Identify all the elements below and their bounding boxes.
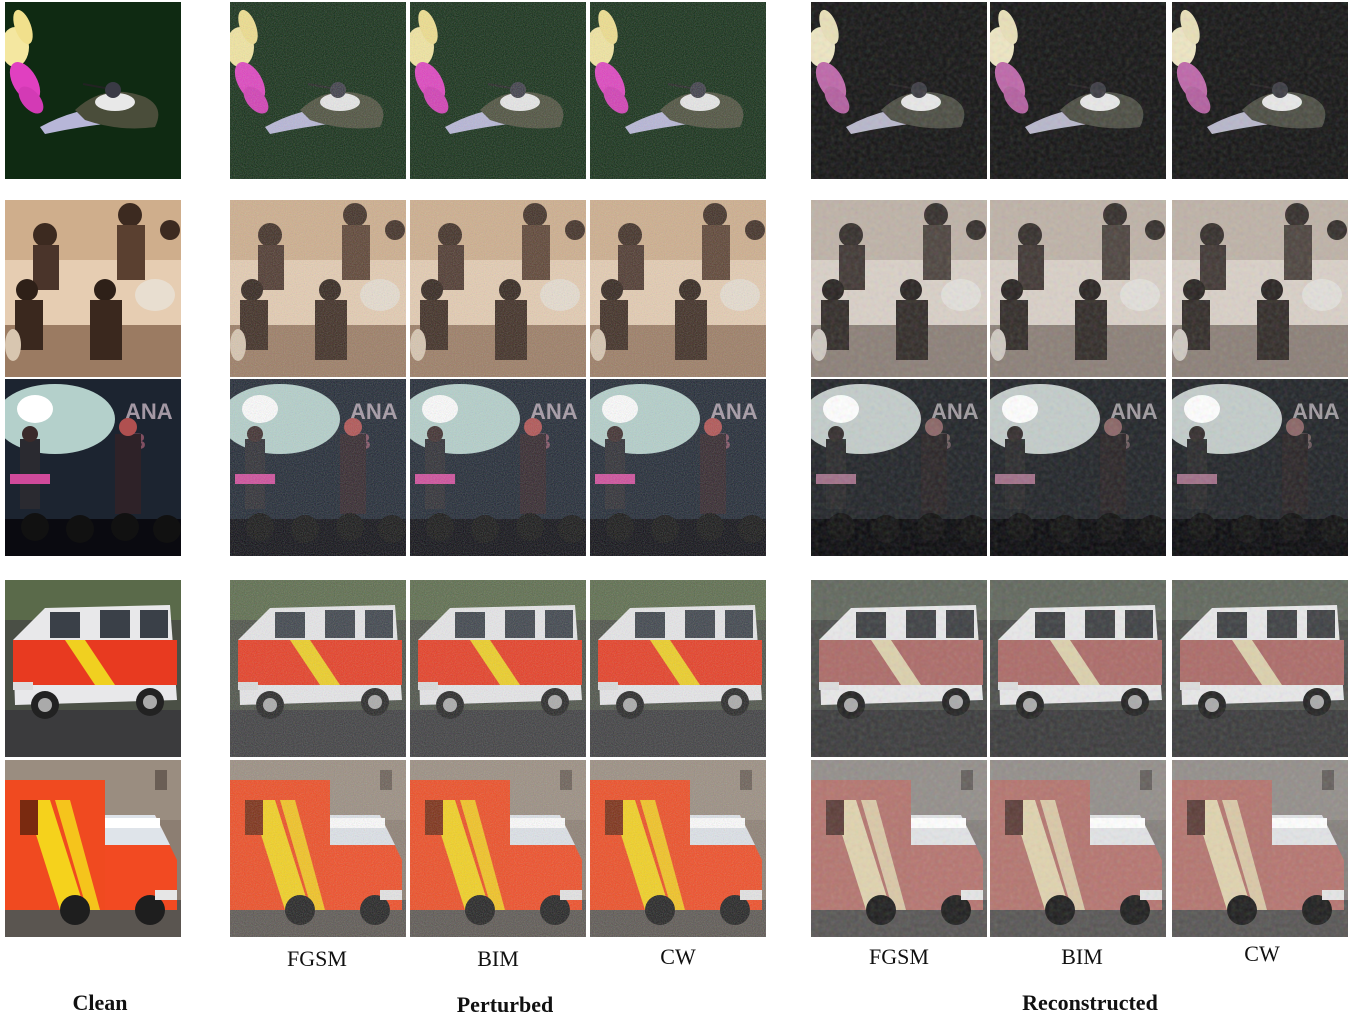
band-photo-icon: [5, 200, 181, 377]
image-reconstructed-cw-row-4: [1172, 580, 1348, 757]
image-reconstructed-bim-row-4: [990, 580, 1166, 757]
image-reconstructed-fgsm-row-5: [811, 760, 987, 937]
image-reconstructed-fgsm-row-4: [811, 580, 987, 757]
concert-stage-icon: ANA B: [230, 379, 406, 556]
band-photo-icon: [230, 200, 406, 377]
image-clean-row-4: [5, 580, 181, 757]
ambulance-icon: [811, 760, 987, 937]
ambulance-icon: [990, 760, 1166, 937]
ambulance-icon: [230, 760, 406, 937]
image-reconstructed-cw-row-3: ANA B: [1172, 379, 1348, 556]
concert-stage-icon: ANA B: [990, 379, 1166, 556]
concert-stage-icon: ANA B: [410, 379, 586, 556]
band-photo-icon: [410, 200, 586, 377]
fire-van-icon: [230, 580, 406, 757]
ambulance-icon: [590, 760, 766, 937]
group-label-clean: Clean: [72, 990, 128, 1015]
image-reconstructed-bim-row-1: [990, 2, 1166, 179]
image-reconstructed-bim-row-3: ANA B: [990, 379, 1166, 556]
image-perturbed-fgsm-row-5: [230, 760, 406, 937]
hummingbird-icon: [590, 2, 766, 179]
band-photo-icon: [990, 200, 1166, 377]
image-perturbed-cw-row-3: ANA B: [590, 379, 766, 556]
image-perturbed-cw-row-5: [590, 760, 766, 937]
image-reconstructed-cw-row-5: [1172, 760, 1348, 937]
image-reconstructed-cw-row-1: [1172, 2, 1348, 179]
concert-stage-icon: ANA B: [811, 379, 987, 556]
image-perturbed-fgsm-row-4: [230, 580, 406, 757]
image-clean-row-5: [5, 760, 181, 937]
image-perturbed-bim-row-3: ANA B: [410, 379, 586, 556]
fire-van-icon: [990, 580, 1166, 757]
hummingbird-icon: [1172, 2, 1348, 179]
image-reconstructed-fgsm-row-3: ANA B: [811, 379, 987, 556]
band-photo-icon: [811, 200, 987, 377]
hummingbird-icon: [811, 2, 987, 179]
image-perturbed-bim-row-2: [410, 200, 586, 377]
fire-van-icon: [590, 580, 766, 757]
fire-van-icon: [5, 580, 181, 757]
hummingbird-icon: [410, 2, 586, 179]
group-label-perturbed: Perturbed: [456, 992, 554, 1017]
ambulance-icon: [5, 760, 181, 937]
col-label-perturbed-fgsm: FGSM: [287, 946, 347, 971]
concert-stage-icon: ANA B: [590, 379, 766, 556]
col-label-perturbed-cw: CW: [660, 944, 696, 969]
hummingbird-icon: [5, 2, 181, 179]
col-label-reconstructed-cw: CW: [1244, 941, 1280, 966]
image-perturbed-fgsm-row-3: ANA B: [230, 379, 406, 556]
image-perturbed-bim-row-5: [410, 760, 586, 937]
image-perturbed-bim-row-1: [410, 2, 586, 179]
image-perturbed-cw-row-2: [590, 200, 766, 377]
band-photo-icon: [590, 200, 766, 377]
col-label-perturbed-bim: BIM: [477, 946, 519, 971]
concert-stage-icon: ANA B: [5, 379, 181, 556]
image-reconstructed-cw-row-2: [1172, 200, 1348, 377]
image-reconstructed-bim-row-5: [990, 760, 1166, 937]
ambulance-icon: [1172, 760, 1348, 937]
col-label-reconstructed-bim: BIM: [1061, 944, 1103, 969]
image-perturbed-cw-row-1: [590, 2, 766, 179]
hummingbird-icon: [230, 2, 406, 179]
image-perturbed-fgsm-row-1: [230, 2, 406, 179]
image-reconstructed-bim-row-2: [990, 200, 1166, 377]
fire-van-icon: [811, 580, 987, 757]
image-clean-row-1: [5, 2, 181, 179]
image-perturbed-fgsm-row-2: [230, 200, 406, 377]
hummingbird-icon: [990, 2, 1166, 179]
image-clean-row-3: ANA B: [5, 379, 181, 556]
band-photo-icon: [1172, 200, 1348, 377]
ambulance-icon: [410, 760, 586, 937]
image-perturbed-cw-row-4: [590, 580, 766, 757]
image-clean-row-2: [5, 200, 181, 377]
group-label-reconstructed: Reconstructed: [1022, 990, 1158, 1015]
fire-van-icon: [1172, 580, 1348, 757]
fire-van-icon: [410, 580, 586, 757]
concert-stage-icon: ANA B: [1172, 379, 1348, 556]
image-reconstructed-fgsm-row-2: [811, 200, 987, 377]
image-perturbed-bim-row-4: [410, 580, 586, 757]
col-label-reconstructed-fgsm: FGSM: [869, 944, 929, 969]
image-reconstructed-fgsm-row-1: [811, 2, 987, 179]
